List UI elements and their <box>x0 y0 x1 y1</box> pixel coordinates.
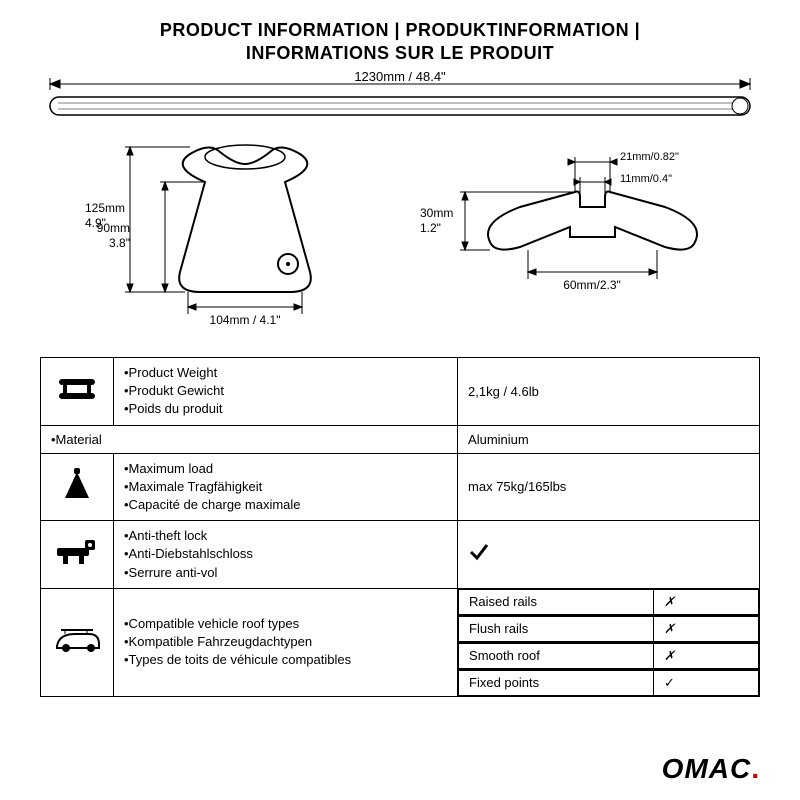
dim-top-bar: 1230mm / 48.4" <box>354 72 446 84</box>
roof-fixed-value: ✓ <box>654 670 759 695</box>
load-label: •Maximum load•Maximale Tragfähigkeit•Cap… <box>114 453 458 521</box>
lock-label: •Anti-theft lock•Anti-Diebstahlschloss•S… <box>114 521 458 589</box>
dimension-diagrams: 1230mm / 48.4" 104mm / 4.1" 125mm 4.9" <box>40 72 760 352</box>
roof-raised-value: ✗ <box>654 589 759 614</box>
roof-fixed-label: Fixed points <box>459 670 654 695</box>
dim-profile-ha: 30mm <box>420 206 453 220</box>
title-line-1: PRODUCT INFORMATION | PRODUKTINFORMATION… <box>40 20 760 41</box>
roof-label: •Compatible vehicle roof types•Kompatibl… <box>114 588 458 696</box>
dim-profile-hb: 1.2" <box>420 221 441 235</box>
load-value: max 75kg/165lbs <box>458 453 760 521</box>
dim-mount-h2a: 90mm <box>97 221 130 235</box>
row-weight: •Product Weight•Produkt Gewicht•Poids du… <box>41 358 760 426</box>
roof-flush-label: Flush rails <box>459 616 654 641</box>
title-line-2: INFORMATIONS SUR LE PRODUIT <box>40 43 760 64</box>
weight-value: 2,1kg / 4.6lb <box>458 358 760 426</box>
row-load: •Maximum load•Maximale Tragfähigkeit•Cap… <box>41 453 760 521</box>
lock-icon <box>41 521 114 589</box>
dim-mount-h1a: 125mm <box>85 201 125 215</box>
weight-icon <box>41 358 114 426</box>
roof-smooth-label: Smooth roof <box>459 643 654 668</box>
row-material: •Material Aluminium <box>41 425 760 453</box>
spec-table: •Product Weight•Produkt Gewicht•Poids du… <box>40 357 760 697</box>
row-lock: •Anti-theft lock•Anti-Diebstahlschloss•S… <box>41 521 760 589</box>
dim-mount-h2b: 3.8" <box>109 236 130 250</box>
lock-value <box>458 521 760 589</box>
brand-logo: OMAC. <box>662 753 760 785</box>
dim-profile-width: 60mm/2.3" <box>563 278 621 292</box>
material-label: •Material <box>41 425 458 453</box>
row-roof-raised: •Compatible vehicle roof types•Kompatibl… <box>41 588 760 615</box>
roof-raised-label: Raised rails <box>459 589 654 614</box>
dim-mount-width: 104mm / 4.1" <box>210 313 281 327</box>
roof-smooth-value: ✗ <box>654 643 759 668</box>
vehicle-icon <box>41 588 114 696</box>
dim-profile-slot: 11mm/0.4" <box>620 173 672 185</box>
load-icon <box>41 453 114 521</box>
weight-label: •Product Weight•Produkt Gewicht•Poids du… <box>114 358 458 426</box>
roof-flush-value: ✗ <box>654 616 759 641</box>
dim-profile-top: 21mm/0.82" <box>620 151 679 163</box>
material-value: Aluminium <box>458 425 760 453</box>
